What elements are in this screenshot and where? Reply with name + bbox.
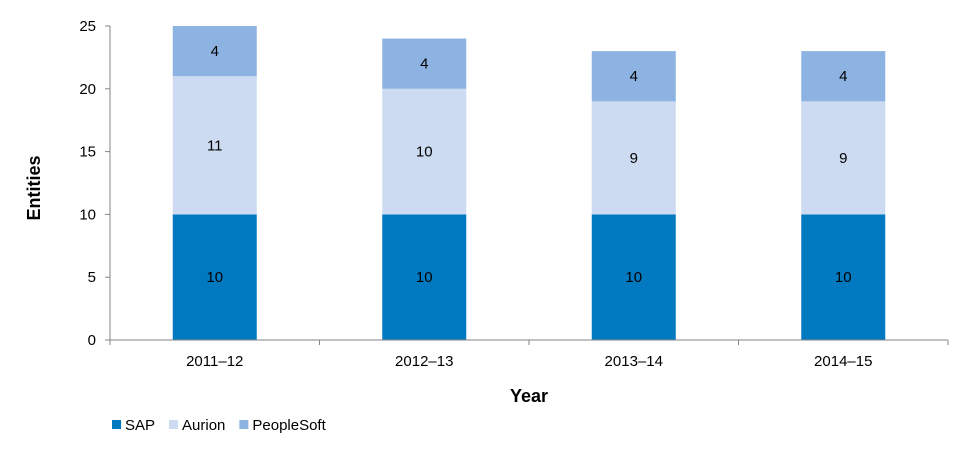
y-tick-label-4: 20: [79, 81, 96, 98]
x-tick-label-1: 2012–13: [395, 353, 453, 370]
data-label-aurion-0: 11: [207, 137, 223, 154]
bar-aurion-3: [801, 101, 886, 215]
data-label-aurion-2: 9: [630, 150, 638, 167]
y-tick-label-1: 5: [88, 269, 96, 286]
axes-layer: 2011–12 2012–13 2013–14 2014–15 0 5 10 15 20 25: [79, 18, 949, 370]
y-tick-label-5: 25: [79, 18, 96, 35]
bar-sap-0: [172, 214, 257, 340]
y-tick-label-3: 15: [79, 144, 96, 161]
data-label-sap-2: 10: [625, 269, 642, 286]
data-label-aurion-3: 9: [839, 150, 847, 167]
bar-peoplesoft-3: [801, 51, 886, 102]
x-tick-label-2: 2013–14: [605, 353, 663, 370]
y-axis-title: Entities: [24, 155, 44, 220]
bar-peoplesoft-2: [591, 51, 676, 102]
x-tick-label-0: 2011–12: [186, 353, 243, 370]
data-label-sap-3: 10: [835, 269, 852, 286]
data-label-peoplesoft-0: 4: [211, 43, 219, 60]
data-label-peoplesoft-3: 4: [839, 68, 847, 85]
legend-swatch-sap: [112, 420, 121, 429]
y-tick-label-2: 10: [79, 206, 96, 223]
data-label-sap-1: 10: [416, 269, 433, 286]
data-label-peoplesoft-1: 4: [420, 56, 428, 73]
legend-label-peoplesoft: PeopleSoft: [252, 417, 326, 434]
bar-aurion-0: [172, 76, 257, 215]
bars-layer: [172, 26, 886, 340]
legend-swatch-peoplesoft: [239, 420, 249, 429]
legend-swatch-aurion: [169, 420, 179, 429]
x-tick-label-3: 2014–15: [814, 353, 872, 370]
bar-peoplesoft-1: [382, 38, 467, 89]
data-labels-layer: 10 11 4 10 10 4 10 9 4 10 9 4: [206, 43, 851, 286]
data-label-aurion-1: 10: [416, 144, 433, 161]
bar-sap-1: [382, 214, 467, 340]
bar-sap-3: [801, 214, 886, 340]
bar-aurion-2: [591, 101, 676, 215]
legend-label-aurion: Aurion: [182, 417, 225, 434]
data-label-peoplesoft-2: 4: [630, 68, 638, 85]
legend: SAP Aurion PeopleSoft: [112, 417, 327, 434]
data-label-sap-0: 10: [206, 269, 223, 286]
bar-aurion-1: [382, 88, 467, 215]
bar-sap-2: [591, 214, 676, 340]
x-axis-title: Year: [510, 386, 548, 406]
legend-label-sap: SAP: [125, 417, 155, 434]
bar-peoplesoft-0: [172, 26, 257, 77]
y-tick-label-0: 0: [88, 332, 96, 349]
